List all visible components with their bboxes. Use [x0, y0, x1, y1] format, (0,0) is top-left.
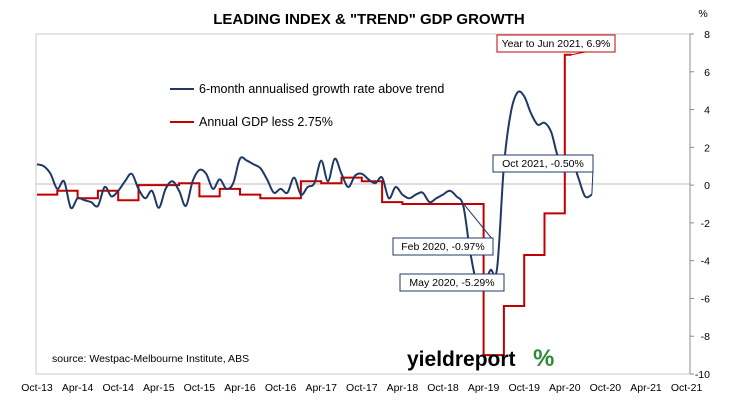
x-tick-label: Apr-18 — [387, 382, 419, 394]
legend-label-annual-gdp: Annual GDP less 2.75% — [199, 115, 333, 129]
annotation-text: Oct 2021, -0.50% — [502, 158, 584, 170]
annotation-oct-2021: Oct 2021, -0.50% — [492, 154, 594, 173]
x-tick-label: Apr-15 — [143, 382, 175, 394]
y-unit-label: % — [698, 8, 707, 20]
brand-text: yieldreport — [407, 348, 516, 371]
y-tick-label: -4 — [701, 256, 710, 268]
series-line-leading-index — [36, 90, 593, 289]
x-tick-label: Apr-21 — [630, 382, 662, 394]
x-tick-label: Apr-14 — [62, 382, 94, 394]
annotation-box — [399, 273, 505, 292]
x-tick-label: Apr-19 — [468, 382, 500, 394]
x-tick-label: Oct-15 — [184, 382, 216, 394]
annotation-leader — [591, 168, 594, 195]
y-tick-label: 0 — [704, 180, 710, 192]
series-layer — [36, 53, 593, 357]
y-tick-label: -8 — [701, 331, 710, 343]
source-note: source: Westpac-Melbourne Institute, ABS — [52, 353, 249, 365]
y-tick-label: -2 — [701, 218, 710, 230]
series-line-annual-gdp — [37, 53, 572, 357]
annotation-may-2020: May 2020, -5.29% — [399, 273, 505, 292]
annotation-leader — [462, 203, 494, 241]
y-tick-label: 8 — [704, 29, 710, 41]
y-tick-label: -10 — [695, 369, 710, 381]
y-tick-label: 6 — [704, 67, 710, 79]
annotation-box — [492, 154, 594, 173]
x-tick-label: Apr-16 — [224, 382, 256, 394]
annotation-text: Year to Jun 2021, 6.9% — [502, 38, 611, 50]
y-axis-ticks: 8 6 4 2 0 -2 -4 -6 -8 -10 — [690, 29, 710, 381]
y-tick-label: -6 — [701, 293, 710, 305]
chart-title: LEADING INDEX & "TREND" GDP GROWTH — [213, 11, 524, 28]
annotation-text: May 2020, -5.29% — [409, 277, 494, 289]
x-tick-label: Apr-17 — [305, 382, 337, 394]
x-tick-label: Oct-16 — [265, 382, 297, 394]
x-tick-label: Oct-18 — [427, 382, 459, 394]
annotation-box — [392, 237, 494, 256]
brand-percent-icon: % — [533, 345, 554, 372]
y-tick-label: 4 — [704, 105, 710, 117]
annotation-text: Feb 2020, -0.97% — [401, 241, 484, 253]
brand-logo: yieldreport % — [407, 345, 554, 372]
annotation-feb-2020: Feb 2020, -0.97% — [392, 237, 494, 256]
x-axis-ticks: Oct-13 Apr-14 Oct-14 Apr-15 Oct-15 Apr-16 Oct-… — [21, 382, 702, 394]
x-tick-label: Oct-21 — [671, 382, 703, 394]
x-tick-label: Oct-19 — [508, 382, 540, 394]
x-tick-label: Apr-20 — [549, 382, 581, 394]
x-tick-label: Oct-17 — [346, 382, 378, 394]
annotation-box — [496, 34, 616, 53]
legend: 6-month annualised growth rate above tre… — [170, 82, 444, 129]
x-tick-label: Oct-13 — [21, 382, 53, 394]
legend-label-leading-index: 6-month annualised growth rate above tre… — [199, 82, 444, 96]
annotation-jun-2021: Year to Jun 2021, 6.9% — [496, 34, 616, 53]
x-tick-label: Oct-20 — [590, 382, 622, 394]
x-tick-label: Oct-14 — [102, 382, 134, 394]
y-tick-label: 2 — [704, 142, 710, 154]
